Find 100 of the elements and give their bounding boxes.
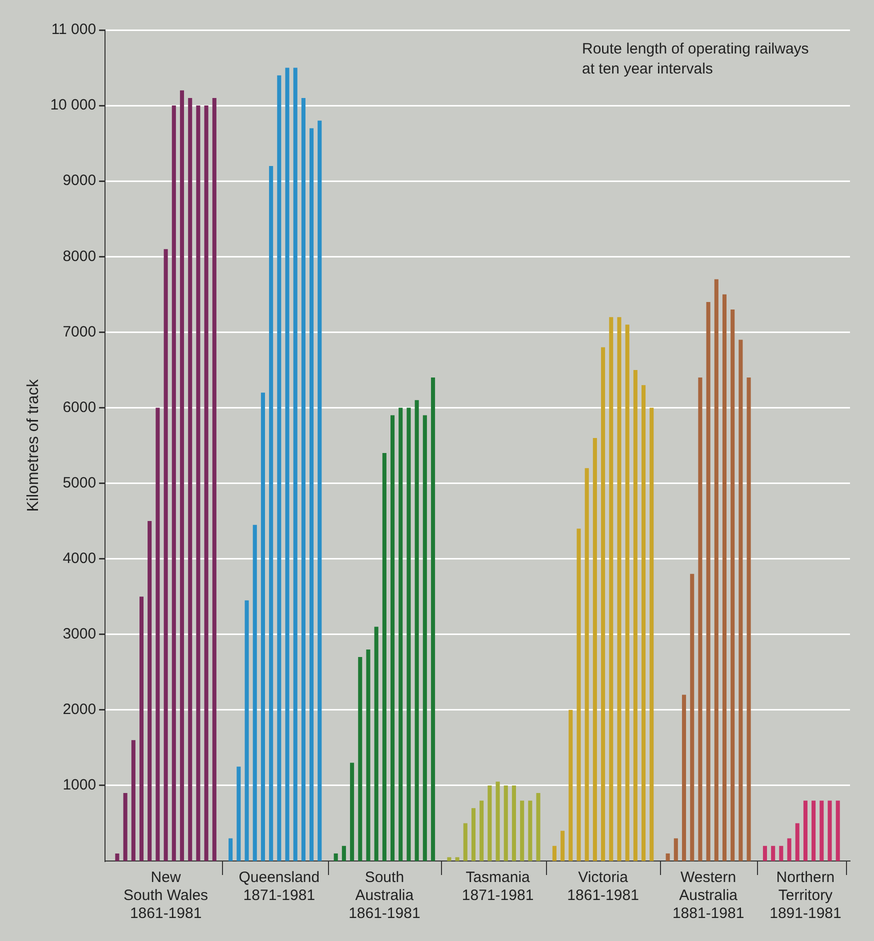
- bar: [269, 166, 274, 861]
- bar: [496, 782, 500, 861]
- bar: [787, 838, 792, 861]
- bar: [625, 324, 630, 861]
- bar: [293, 68, 298, 861]
- bar: [803, 800, 808, 861]
- bar: [528, 800, 532, 861]
- bar: [504, 785, 508, 861]
- y-tick-label: 11 000: [51, 21, 96, 38]
- text: Route length of operating railways at ten year intervals: [582, 40, 809, 78]
- bar: [358, 657, 362, 861]
- y-tick-label: 10 000: [50, 96, 96, 114]
- bar: [430, 378, 436, 861]
- bar: [771, 846, 776, 861]
- bar: [366, 649, 370, 861]
- x-tick-label: Victoria 1861-1981: [567, 869, 639, 904]
- bar: [560, 830, 565, 861]
- bar: [196, 106, 200, 861]
- bar: [650, 408, 654, 861]
- bar: [536, 793, 540, 861]
- bar: [447, 857, 452, 861]
- bar: [812, 800, 816, 861]
- y-tick-label: 6000: [62, 398, 96, 416]
- bar: [617, 317, 622, 861]
- bar: [666, 853, 670, 861]
- x-tick-label: Northern Territory 1891-1981: [770, 869, 842, 922]
- bar: [228, 838, 233, 861]
- bar: [520, 800, 524, 861]
- bar: [738, 340, 743, 861]
- bar: [568, 710, 573, 861]
- bar: [398, 408, 403, 861]
- bar: [512, 785, 516, 861]
- bar: [277, 75, 282, 861]
- bar: [236, 766, 241, 861]
- bar: [342, 846, 346, 861]
- bar: [762, 846, 768, 861]
- y-axis-title: Kilometres of track: [25, 378, 42, 512]
- bar: [334, 853, 338, 861]
- x-tick-label: Western Australia 1881-1981: [672, 869, 744, 922]
- x-tick-label: Queensland 1871-1981: [238, 869, 320, 904]
- bar: [260, 392, 265, 861]
- x-tick-label: New South Wales 1861-1981: [124, 869, 208, 922]
- bar: [576, 528, 581, 861]
- bar: [204, 106, 208, 861]
- bar: [350, 762, 354, 861]
- y-tick-label: 9000: [62, 172, 96, 190]
- bar: [422, 415, 427, 861]
- bar: [131, 740, 136, 861]
- bar: [552, 846, 556, 861]
- x-tick-label: Tasmania 1871-1981: [462, 869, 534, 904]
- bar: [609, 317, 614, 861]
- bar: [592, 438, 597, 861]
- bar: [471, 808, 476, 861]
- x-tick-label: South Australia 1861-1981: [348, 869, 420, 922]
- y-tick-label: 3000: [62, 626, 96, 643]
- bar: [722, 294, 727, 861]
- bar: [310, 128, 314, 861]
- bar: [690, 574, 694, 861]
- bar: [730, 310, 735, 861]
- bar: [455, 857, 460, 861]
- y-tick-label: 2000: [62, 701, 96, 718]
- bar: [584, 468, 589, 861]
- bar: [406, 408, 411, 861]
- bar: [795, 823, 800, 861]
- bar: [285, 68, 290, 861]
- bar: [180, 90, 184, 861]
- y-tick-label: 5000: [62, 474, 96, 492]
- bar: [139, 596, 144, 861]
- bar: [714, 279, 718, 861]
- bar: [318, 120, 322, 861]
- y-tick-label: 1000: [62, 776, 96, 794]
- bar: [836, 800, 840, 861]
- bar: [820, 800, 824, 861]
- bar: [633, 370, 638, 861]
- bar: [746, 378, 751, 861]
- bar: [164, 249, 168, 861]
- y-tick-label: 4000: [62, 550, 96, 567]
- bar: [115, 853, 120, 861]
- y-tick-label: 8000: [62, 248, 96, 265]
- bar: [390, 415, 395, 861]
- bar: [156, 408, 160, 861]
- bar: [301, 98, 306, 861]
- bar: [828, 800, 832, 861]
- bar: [682, 694, 686, 861]
- bar: [674, 838, 678, 861]
- bar: [212, 98, 216, 861]
- bar: [601, 347, 606, 861]
- bar: [706, 302, 710, 861]
- bar: [188, 98, 192, 861]
- bar: [382, 453, 386, 861]
- bar: [698, 378, 702, 861]
- bar: [244, 600, 249, 861]
- bar: [414, 400, 419, 861]
- bar: [779, 846, 784, 861]
- bar: [480, 800, 484, 861]
- bar: [148, 521, 152, 861]
- bar: [123, 793, 128, 861]
- bar: [642, 385, 646, 861]
- bar: [463, 823, 468, 861]
- bar: [488, 785, 492, 861]
